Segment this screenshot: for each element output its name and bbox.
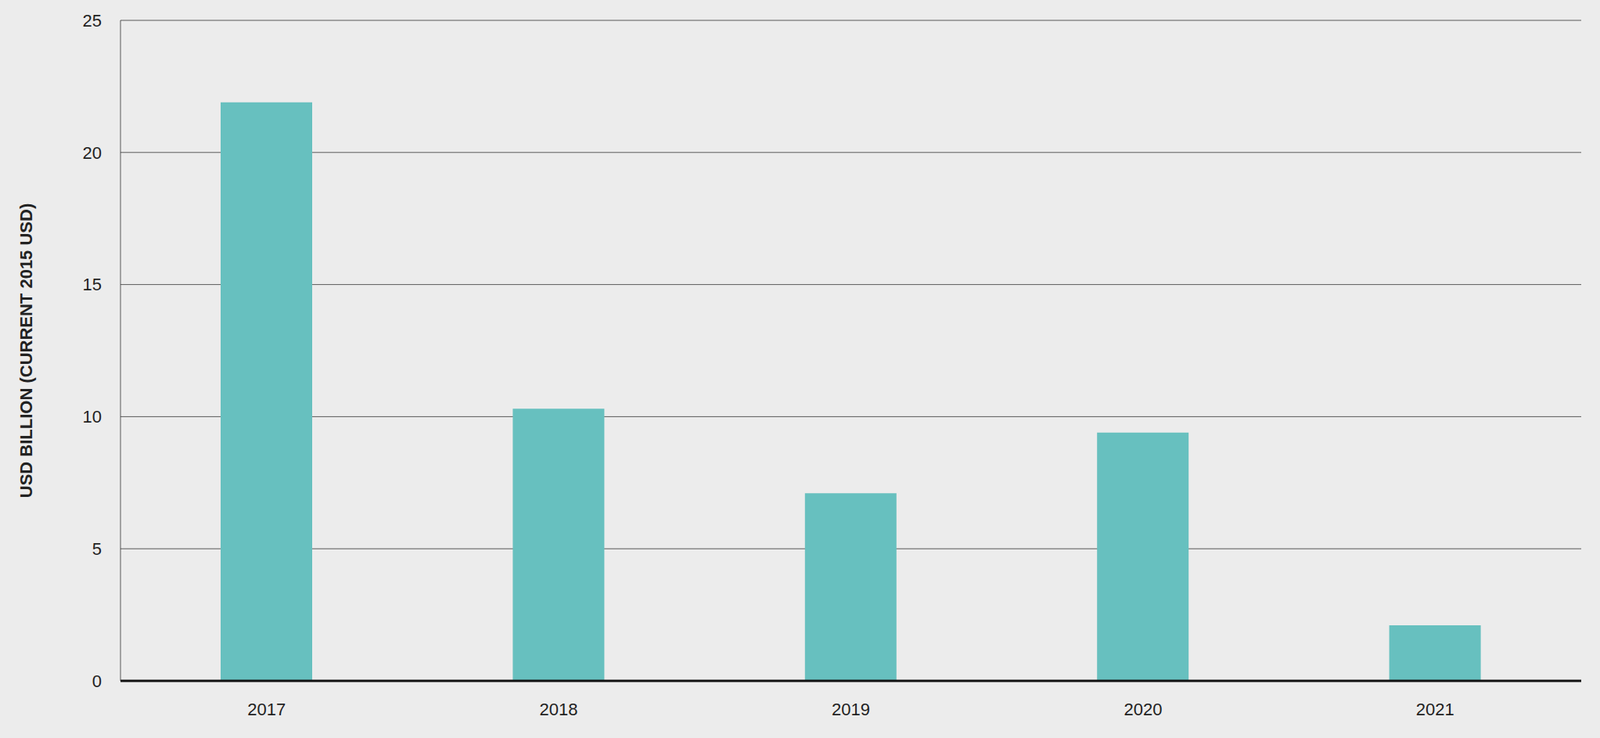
- svg-text:2020: 2020: [1123, 699, 1162, 720]
- svg-text:10: 10: [82, 406, 102, 427]
- svg-text:0: 0: [92, 671, 102, 691]
- svg-text:5: 5: [92, 539, 102, 559]
- svg-text:2018: 2018: [539, 699, 579, 720]
- svg-text:2021: 2021: [1416, 699, 1455, 720]
- svg-text:15: 15: [82, 274, 102, 295]
- svg-text:USD BILLION (CURRENT 2015 USD): USD BILLION (CURRENT 2015 USD): [16, 203, 36, 498]
- svg-text:20: 20: [82, 143, 102, 163]
- svg-text:2017: 2017: [247, 699, 286, 720]
- svg-text:25: 25: [82, 10, 102, 31]
- svg-text:2019: 2019: [831, 699, 871, 720]
